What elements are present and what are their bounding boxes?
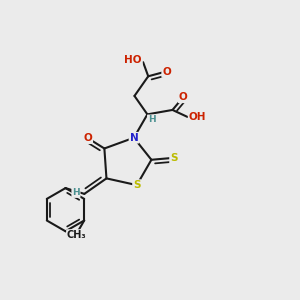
Text: HO: HO [124,56,142,65]
Text: S: S [133,180,140,190]
Text: O: O [162,67,171,77]
Text: CH₃: CH₃ [67,230,86,240]
Text: H: H [148,115,155,124]
Text: N: N [130,133,138,143]
Text: O: O [179,92,188,102]
Text: S: S [170,153,178,163]
Text: O: O [83,133,92,143]
Text: OH: OH [189,112,206,122]
Text: H: H [72,188,80,197]
